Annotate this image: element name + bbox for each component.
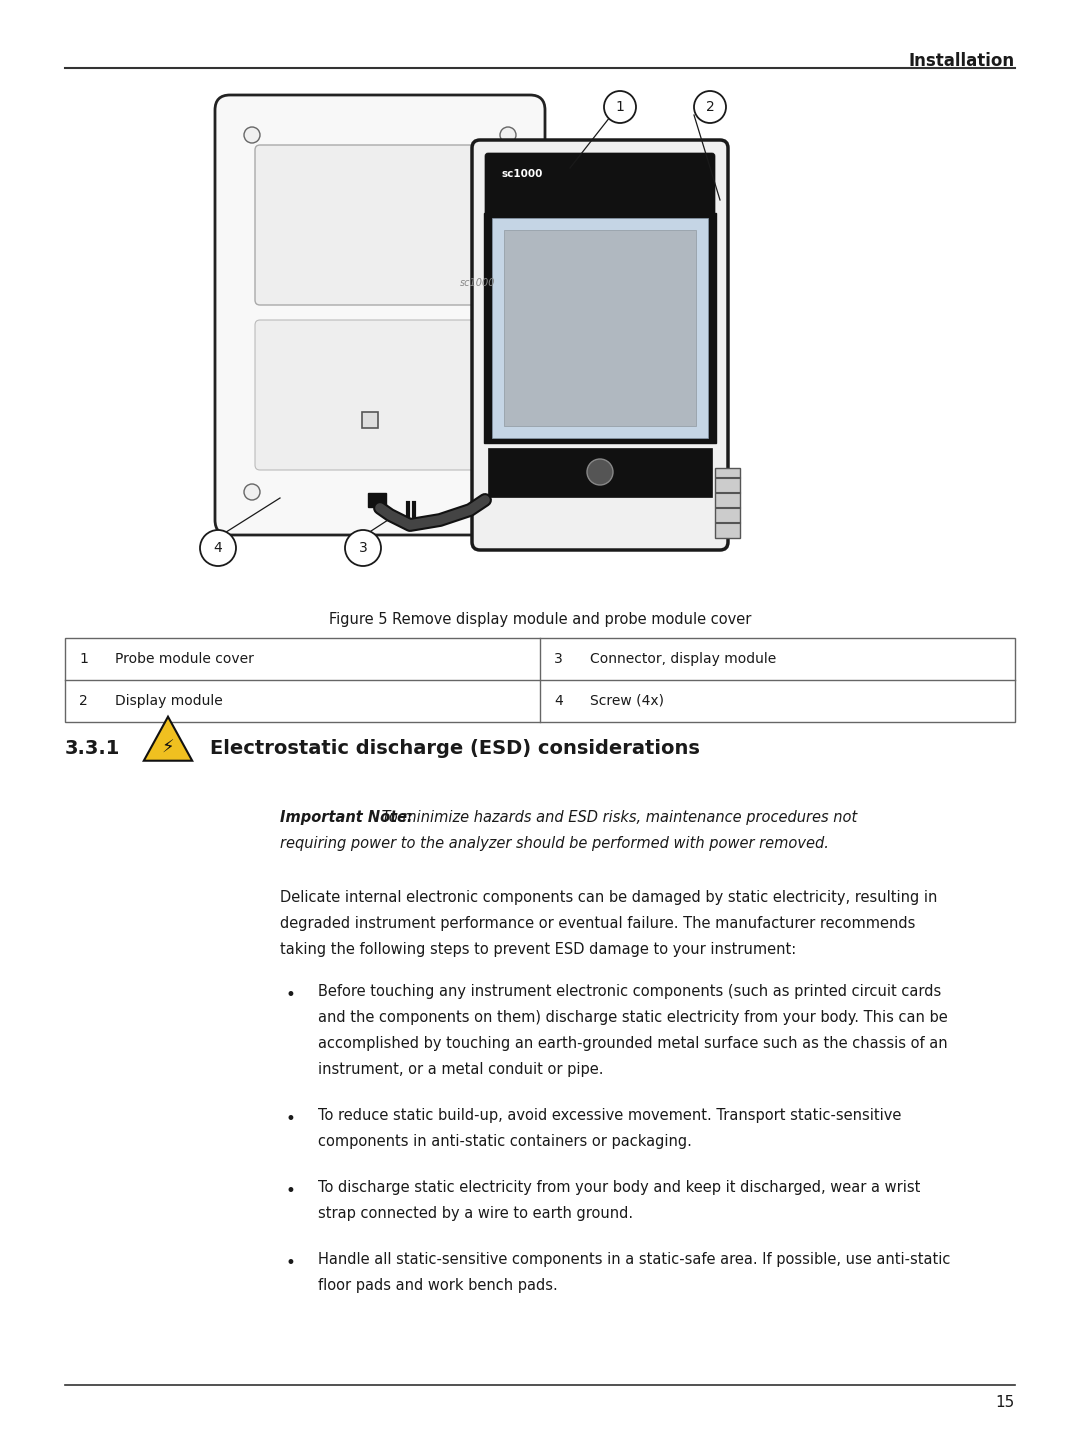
Text: strap connected by a wire to earth ground.: strap connected by a wire to earth groun… — [318, 1206, 633, 1221]
Text: Display module: Display module — [114, 694, 222, 708]
Text: To reduce static build-up, avoid excessive movement. Transport static-sensitive: To reduce static build-up, avoid excessi… — [318, 1108, 902, 1122]
Text: 3: 3 — [554, 652, 563, 665]
Circle shape — [244, 484, 260, 500]
FancyBboxPatch shape — [485, 152, 715, 216]
Text: floor pads and work bench pads.: floor pads and work bench pads. — [318, 1277, 557, 1293]
FancyBboxPatch shape — [492, 218, 708, 438]
Text: 1: 1 — [616, 101, 624, 114]
Text: ⚡: ⚡ — [162, 739, 174, 757]
Text: Important Note:: Important Note: — [280, 810, 413, 825]
Text: 2: 2 — [79, 694, 87, 708]
Text: Before touching any instrument electronic components (such as printed circuit ca: Before touching any instrument electroni… — [318, 984, 942, 999]
FancyBboxPatch shape — [488, 448, 712, 497]
Text: 1: 1 — [79, 652, 87, 665]
Text: 4: 4 — [554, 694, 563, 708]
Text: 3: 3 — [359, 540, 367, 555]
FancyBboxPatch shape — [504, 230, 696, 425]
Circle shape — [604, 91, 636, 124]
Text: To discharge static electricity from your body and keep it discharged, wear a wr: To discharge static electricity from you… — [318, 1180, 920, 1196]
Text: Electrostatic discharge (ESD) considerations: Electrostatic discharge (ESD) considerat… — [210, 739, 700, 757]
Text: instrument, or a metal conduit or pipe.: instrument, or a metal conduit or pipe. — [318, 1062, 604, 1076]
Text: Probe module cover: Probe module cover — [114, 652, 254, 665]
Circle shape — [345, 530, 381, 566]
Circle shape — [694, 91, 726, 124]
Text: taking the following steps to prevent ESD damage to your instrument:: taking the following steps to prevent ES… — [280, 943, 796, 957]
Text: degraded instrument performance or eventual failure. The manufacturer recommends: degraded instrument performance or event… — [280, 915, 916, 931]
Text: sc1000: sc1000 — [502, 170, 543, 180]
Text: and the components on them) discharge static electricity from your body. This ca: and the components on them) discharge st… — [318, 1010, 948, 1025]
Text: sc1000: sc1000 — [459, 277, 495, 287]
Polygon shape — [362, 412, 378, 428]
FancyBboxPatch shape — [255, 320, 505, 470]
FancyBboxPatch shape — [484, 213, 716, 443]
Text: accomplished by touching an earth-grounded metal surface such as the chassis of : accomplished by touching an earth-ground… — [318, 1036, 947, 1050]
Text: 2: 2 — [705, 101, 714, 114]
FancyBboxPatch shape — [215, 95, 545, 535]
Text: 15: 15 — [996, 1395, 1015, 1410]
Text: To minimize hazards and ESD risks, maintenance procedures not: To minimize hazards and ESD risks, maint… — [377, 810, 858, 825]
FancyBboxPatch shape — [65, 638, 1015, 721]
Text: 3.3.1: 3.3.1 — [65, 739, 120, 757]
Circle shape — [244, 126, 260, 144]
FancyBboxPatch shape — [715, 468, 740, 537]
Text: components in anti-static containers or packaging.: components in anti-static containers or … — [318, 1134, 692, 1150]
FancyBboxPatch shape — [255, 145, 505, 305]
Text: •: • — [285, 986, 295, 1004]
Text: Delicate internal electronic components can be damaged by static electricity, re: Delicate internal electronic components … — [280, 890, 937, 905]
Circle shape — [500, 126, 516, 144]
Polygon shape — [144, 717, 192, 760]
Text: Screw (4x): Screw (4x) — [590, 694, 664, 708]
Text: Installation: Installation — [909, 52, 1015, 70]
Text: requiring power to the analyzer should be performed with power removed.: requiring power to the analyzer should b… — [280, 836, 828, 851]
Text: Connector, display module: Connector, display module — [590, 652, 777, 665]
Text: 4: 4 — [214, 540, 222, 555]
Text: •: • — [285, 1183, 295, 1200]
Text: Handle all static-sensitive components in a static-safe area. If possible, use a: Handle all static-sensitive components i… — [318, 1252, 950, 1267]
Text: •: • — [285, 1109, 295, 1128]
Circle shape — [588, 458, 613, 486]
FancyBboxPatch shape — [368, 493, 386, 507]
Text: Figure 5 Remove display module and probe module cover: Figure 5 Remove display module and probe… — [328, 612, 752, 627]
Circle shape — [200, 530, 237, 566]
Text: •: • — [285, 1255, 295, 1272]
FancyBboxPatch shape — [472, 139, 728, 550]
